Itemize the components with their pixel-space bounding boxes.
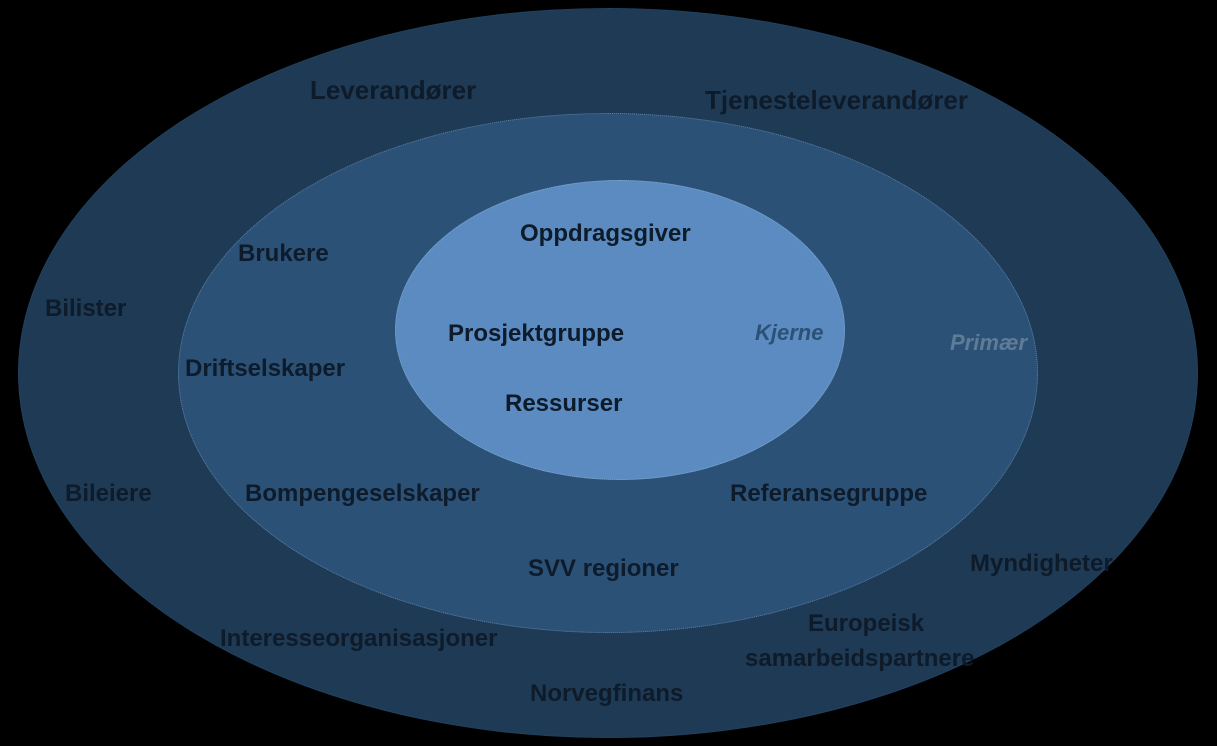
label-outer-1: Tjenesteleverandører [705, 85, 968, 116]
label-outer-5: Norvegfinans [530, 680, 683, 708]
label-middle-0: Brukere [238, 240, 329, 268]
label-outer-7: samarbeidspartnere [745, 645, 974, 673]
label-outer-2: Bilister [45, 295, 126, 323]
label-inner-2: Ressurser [505, 390, 622, 418]
label-outer-6: Europeisk [808, 610, 924, 638]
label-inner-0: Oppdragsgiver [520, 220, 691, 248]
ring-label-inner: Kjerne [755, 320, 823, 346]
label-outer-8: Myndigheter [970, 550, 1113, 578]
ring-label-middle: Primær [950, 330, 1027, 356]
label-middle-1: Driftselskaper [185, 355, 345, 383]
label-outer-3: Bileiere [65, 480, 152, 508]
label-outer-4: Interesseorganisasjoner [220, 625, 497, 653]
label-middle-4: Referansegruppe [730, 480, 927, 508]
label-middle-3: SVV regioner [528, 555, 679, 583]
label-middle-2: Bompengeselskaper [245, 480, 480, 508]
label-outer-0: Leverandører [310, 75, 476, 106]
label-inner-1: Prosjektgruppe [448, 320, 624, 348]
